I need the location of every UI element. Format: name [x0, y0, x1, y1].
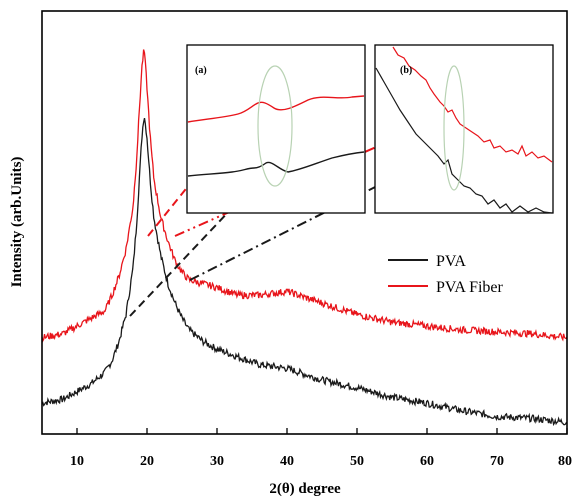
plot-frame: [41, 10, 568, 435]
x-tick-label: 20: [140, 454, 154, 469]
series-line-pva: [41, 117, 568, 427]
inset-a: (a): [186, 44, 366, 214]
inset-a-label: (a): [195, 65, 207, 76]
x-axis-title: 2(θ) degree: [269, 481, 341, 497]
x-tick-label: 60: [420, 454, 434, 469]
legend-label-pva: PVA: [436, 253, 466, 270]
x-tick-label: 50: [350, 454, 364, 469]
legend-label-pva-fiber: PVA Fiber: [436, 279, 504, 296]
series-line-pva-fiber: [41, 49, 568, 343]
inset-b: (b): [374, 44, 554, 214]
x-tick-label: 70: [490, 454, 504, 469]
inset-b-highlight-ellipse: [443, 65, 465, 191]
x-tick-label: 10: [70, 454, 84, 469]
x-axis-ticks: 10 20 30 40 50 60 70 80: [70, 428, 572, 469]
y-axis-title: Intensity (arb.Units): [9, 157, 25, 288]
inset-a-highlight-ellipse: [257, 65, 293, 187]
inset-a-frame: [186, 44, 366, 214]
inset-a-black-curve: [187, 151, 365, 177]
x-tick-label: 80: [558, 454, 572, 469]
x-tick-label: 30: [210, 454, 224, 469]
inset-b-red-curve: [392, 46, 553, 163]
inset-b-label: (b): [400, 65, 412, 76]
x-tick-label: 40: [280, 454, 294, 469]
inset-b-black-curve: [375, 67, 553, 214]
legend: PVA PVA Fiber: [388, 253, 504, 296]
inset-a-red-curve: [187, 95, 365, 123]
